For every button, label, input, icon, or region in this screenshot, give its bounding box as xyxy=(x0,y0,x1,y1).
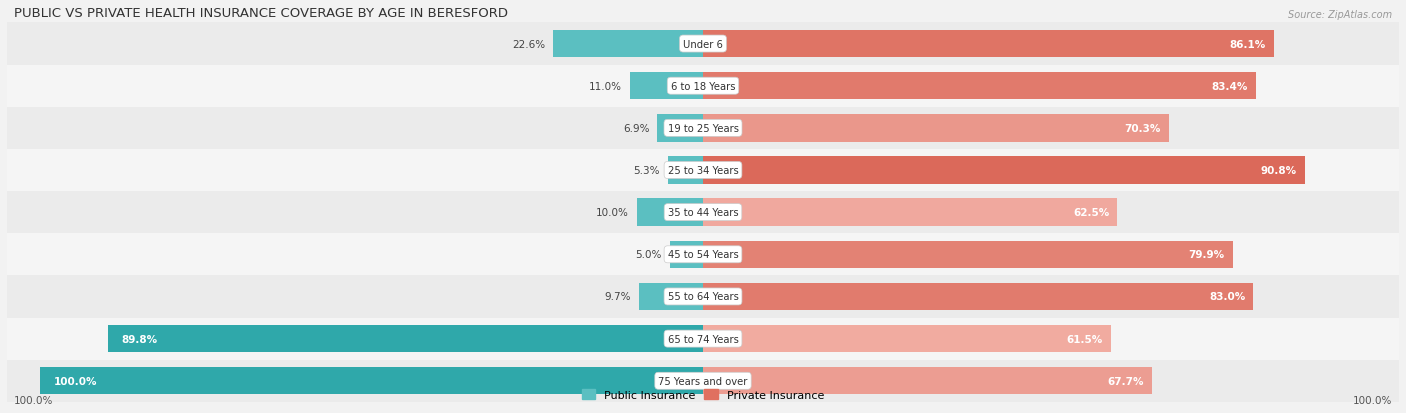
Bar xyxy=(7,24,1399,66)
Text: Under 6: Under 6 xyxy=(683,40,723,50)
Bar xyxy=(703,199,1118,226)
Bar xyxy=(108,325,703,352)
Text: Source: ZipAtlas.com: Source: ZipAtlas.com xyxy=(1288,10,1392,20)
Text: 70.3%: 70.3% xyxy=(1125,123,1161,133)
Bar xyxy=(7,318,1399,360)
Text: 6.9%: 6.9% xyxy=(623,123,650,133)
Text: 100.0%: 100.0% xyxy=(1353,395,1392,405)
Text: 90.8%: 90.8% xyxy=(1261,166,1296,176)
Text: 75 Years and over: 75 Years and over xyxy=(658,376,748,386)
Text: 79.9%: 79.9% xyxy=(1188,250,1225,260)
Bar xyxy=(637,199,703,226)
Bar xyxy=(553,31,703,58)
Text: 45 to 54 Years: 45 to 54 Years xyxy=(668,250,738,260)
Text: 100.0%: 100.0% xyxy=(53,376,97,386)
Text: 67.7%: 67.7% xyxy=(1108,376,1144,386)
Text: 86.1%: 86.1% xyxy=(1230,40,1265,50)
Bar xyxy=(703,73,1256,100)
Text: 25 to 34 Years: 25 to 34 Years xyxy=(668,166,738,176)
Text: 83.0%: 83.0% xyxy=(1209,292,1246,302)
Bar xyxy=(7,107,1399,150)
Text: 5.0%: 5.0% xyxy=(636,250,662,260)
Bar xyxy=(703,157,1305,184)
Bar xyxy=(703,31,1274,58)
Text: PUBLIC VS PRIVATE HEALTH INSURANCE COVERAGE BY AGE IN BERESFORD: PUBLIC VS PRIVATE HEALTH INSURANCE COVER… xyxy=(14,7,508,20)
Bar xyxy=(7,276,1399,318)
Text: 55 to 64 Years: 55 to 64 Years xyxy=(668,292,738,302)
Bar xyxy=(7,150,1399,192)
Text: 100.0%: 100.0% xyxy=(14,395,53,405)
Text: 10.0%: 10.0% xyxy=(596,208,628,218)
Bar xyxy=(7,234,1399,276)
Text: 83.4%: 83.4% xyxy=(1212,81,1249,91)
Text: 22.6%: 22.6% xyxy=(512,40,546,50)
Text: 19 to 25 Years: 19 to 25 Years xyxy=(668,123,738,133)
Text: 61.5%: 61.5% xyxy=(1067,334,1102,344)
Bar xyxy=(41,367,703,394)
Text: 9.7%: 9.7% xyxy=(605,292,631,302)
Bar xyxy=(7,66,1399,107)
Text: 5.3%: 5.3% xyxy=(634,166,659,176)
Legend: Public Insurance, Private Insurance: Public Insurance, Private Insurance xyxy=(578,385,828,404)
Bar xyxy=(7,360,1399,402)
Bar xyxy=(657,115,703,142)
Text: 11.0%: 11.0% xyxy=(589,81,621,91)
Bar xyxy=(630,73,703,100)
Bar xyxy=(703,283,1253,311)
Text: 89.8%: 89.8% xyxy=(121,334,157,344)
Bar xyxy=(638,283,703,311)
Bar xyxy=(703,367,1152,394)
Text: 62.5%: 62.5% xyxy=(1073,208,1109,218)
Text: 35 to 44 Years: 35 to 44 Years xyxy=(668,208,738,218)
Bar xyxy=(703,325,1111,352)
Bar xyxy=(703,115,1168,142)
Bar xyxy=(703,241,1233,268)
Bar xyxy=(669,241,703,268)
Bar xyxy=(7,192,1399,234)
Bar xyxy=(668,157,703,184)
Text: 65 to 74 Years: 65 to 74 Years xyxy=(668,334,738,344)
Text: 6 to 18 Years: 6 to 18 Years xyxy=(671,81,735,91)
